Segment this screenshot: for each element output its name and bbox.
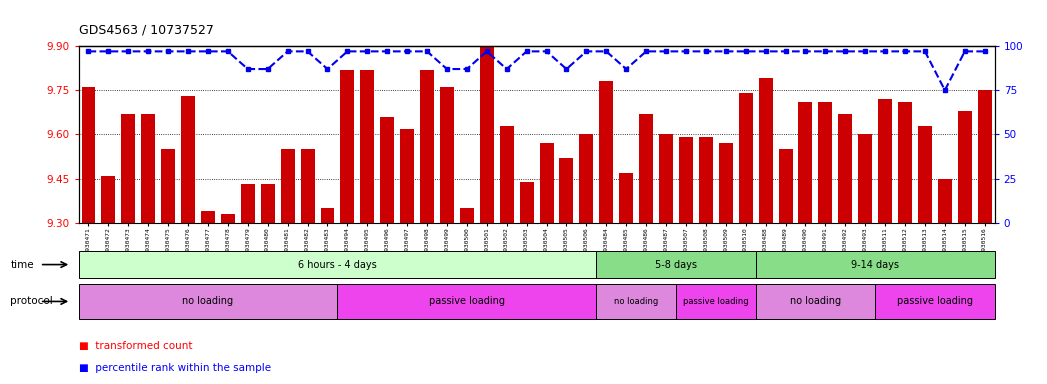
Bar xyxy=(82,87,95,223)
Bar xyxy=(938,179,952,223)
Bar xyxy=(878,99,892,223)
Bar xyxy=(619,173,633,223)
Bar xyxy=(819,102,832,223)
Bar xyxy=(978,90,992,223)
Bar xyxy=(859,134,872,223)
Bar xyxy=(958,111,972,223)
Text: no loading: no loading xyxy=(614,297,659,306)
Bar xyxy=(281,149,294,223)
Text: passive loading: passive loading xyxy=(683,297,749,306)
Bar xyxy=(300,149,314,223)
Bar xyxy=(141,114,155,223)
Text: ■  transformed count: ■ transformed count xyxy=(79,341,192,351)
Bar xyxy=(181,96,195,223)
Bar xyxy=(799,102,812,223)
Bar xyxy=(221,214,235,223)
Text: 5-8 days: 5-8 days xyxy=(655,260,697,270)
Text: passive loading: passive loading xyxy=(897,296,973,306)
Bar xyxy=(201,211,215,223)
Bar xyxy=(918,126,932,223)
Text: no loading: no loading xyxy=(182,296,233,306)
Text: time: time xyxy=(10,260,35,270)
Bar xyxy=(680,137,693,223)
Bar xyxy=(440,87,454,223)
Bar xyxy=(539,143,554,223)
Bar xyxy=(261,184,274,223)
Bar xyxy=(599,81,614,223)
Bar xyxy=(480,46,494,223)
Text: ■  percentile rank within the sample: ■ percentile rank within the sample xyxy=(79,363,271,373)
Bar xyxy=(420,70,435,223)
Bar xyxy=(340,70,354,223)
Bar xyxy=(519,182,534,223)
Bar xyxy=(360,70,374,223)
Bar xyxy=(839,114,852,223)
Text: protocol: protocol xyxy=(10,296,53,306)
Bar xyxy=(559,158,574,223)
Bar xyxy=(739,93,753,223)
Bar xyxy=(161,149,175,223)
Bar xyxy=(779,149,793,223)
Text: 6 hours - 4 days: 6 hours - 4 days xyxy=(298,260,377,270)
Bar xyxy=(320,208,334,223)
Bar xyxy=(659,134,673,223)
Text: passive loading: passive loading xyxy=(429,296,505,306)
Bar xyxy=(499,126,514,223)
Bar xyxy=(121,114,135,223)
Text: 9-14 days: 9-14 days xyxy=(851,260,899,270)
Bar xyxy=(719,143,733,223)
Bar xyxy=(898,102,912,223)
Bar xyxy=(400,129,415,223)
Bar xyxy=(460,208,474,223)
Bar xyxy=(699,137,713,223)
Bar xyxy=(579,134,594,223)
Bar xyxy=(380,117,394,223)
Bar xyxy=(241,184,254,223)
Bar xyxy=(102,175,115,223)
Text: GDS4563 / 10737527: GDS4563 / 10737527 xyxy=(79,23,214,36)
Bar xyxy=(759,78,773,223)
Bar xyxy=(639,114,653,223)
Text: no loading: no loading xyxy=(789,296,841,306)
